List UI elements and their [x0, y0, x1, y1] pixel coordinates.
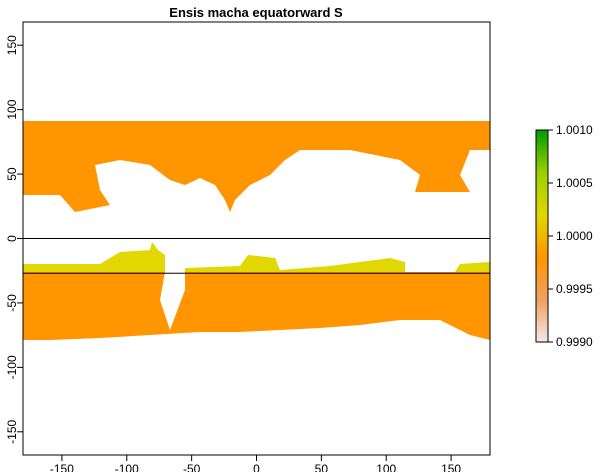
x-tick-label: -50	[183, 462, 201, 472]
x-tick-label: 0	[253, 462, 260, 472]
colorbar-label: 1.0005	[556, 176, 593, 190]
y-tick-label: 50	[5, 167, 19, 181]
south-yellow	[23, 242, 490, 272]
y-tick-label: -150	[5, 419, 19, 443]
colorbar-label: 1.0010	[556, 123, 593, 137]
x-tick-label: -150	[50, 462, 74, 472]
north-ocean	[23, 121, 490, 212]
x-tick-label: 100	[376, 462, 396, 472]
x-tick-label: 50	[315, 462, 329, 472]
colorbar-label: 0.9990	[556, 335, 593, 349]
y-tick-label: -50	[5, 294, 19, 312]
raster	[23, 121, 490, 340]
colorbar	[535, 129, 549, 343]
y-tick-label: -100	[5, 355, 19, 379]
colorbar-label: 0.9995	[556, 282, 593, 296]
colorbar-label: 1.0000	[556, 229, 593, 243]
y-tick-label: 150	[5, 35, 19, 55]
y-tick-label: 100	[5, 99, 19, 119]
x-tick-label: -100	[115, 462, 139, 472]
south-ocean	[23, 272, 490, 340]
map-title: Ensis macha equatorward S	[169, 5, 343, 20]
x-tick-label: 150	[441, 462, 461, 472]
y-tick-label: 0	[5, 235, 19, 242]
